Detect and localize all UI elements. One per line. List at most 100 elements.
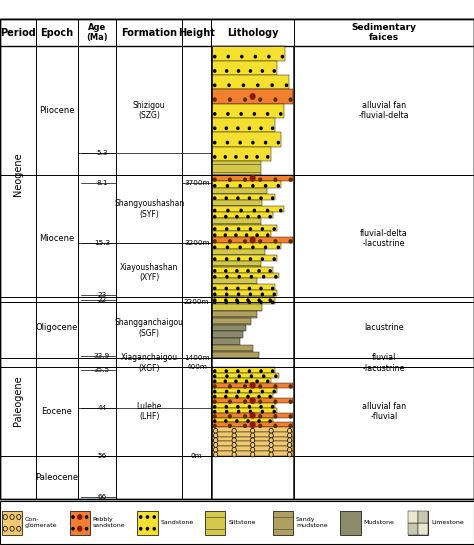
Circle shape — [250, 375, 253, 378]
Text: 35.5: 35.5 — [94, 367, 110, 373]
Bar — [212, 304, 263, 311]
Circle shape — [244, 415, 246, 418]
Circle shape — [214, 299, 216, 301]
Circle shape — [214, 410, 216, 413]
Text: 1400m: 1400m — [184, 355, 210, 361]
Bar — [212, 261, 261, 267]
Circle shape — [248, 405, 250, 408]
Bar — [212, 393, 273, 398]
Text: Period: Period — [0, 28, 36, 38]
Circle shape — [260, 127, 262, 130]
Circle shape — [225, 215, 227, 218]
Circle shape — [272, 405, 273, 408]
Circle shape — [226, 258, 228, 261]
Circle shape — [235, 380, 237, 383]
Circle shape — [285, 84, 288, 87]
Circle shape — [146, 528, 148, 530]
Circle shape — [260, 370, 262, 372]
Circle shape — [269, 420, 271, 422]
Circle shape — [237, 370, 239, 372]
Circle shape — [275, 276, 277, 278]
Circle shape — [240, 113, 242, 115]
Circle shape — [244, 178, 246, 181]
Circle shape — [289, 98, 292, 101]
Circle shape — [214, 113, 216, 115]
Text: Pebbly
sandstone: Pebbly sandstone — [93, 517, 126, 528]
Circle shape — [214, 258, 216, 261]
Circle shape — [10, 526, 14, 531]
Circle shape — [253, 209, 255, 211]
Circle shape — [267, 380, 269, 383]
Circle shape — [258, 215, 260, 218]
Bar — [212, 60, 277, 75]
Circle shape — [236, 396, 238, 398]
Circle shape — [226, 390, 228, 393]
Circle shape — [214, 375, 216, 378]
Circle shape — [272, 197, 273, 199]
Circle shape — [236, 270, 238, 272]
Circle shape — [226, 410, 228, 413]
Bar — [212, 175, 293, 181]
Circle shape — [225, 127, 228, 130]
Text: alluvial fan
-fluvial-delta: alluvial fan -fluvial-delta — [359, 101, 409, 120]
Circle shape — [287, 443, 292, 447]
Circle shape — [232, 443, 236, 447]
Circle shape — [226, 375, 228, 378]
Circle shape — [227, 141, 228, 144]
Bar — [212, 298, 275, 304]
Bar — [212, 352, 259, 359]
Circle shape — [244, 400, 246, 403]
Circle shape — [250, 438, 255, 443]
Circle shape — [289, 400, 292, 403]
Text: fluvial
-lacustrine: fluvial -lacustrine — [363, 353, 405, 373]
Bar — [212, 318, 251, 324]
Circle shape — [244, 240, 246, 243]
Circle shape — [242, 84, 245, 87]
Bar — [212, 378, 271, 383]
Circle shape — [260, 287, 262, 290]
Circle shape — [85, 516, 88, 518]
Circle shape — [259, 178, 262, 181]
Circle shape — [280, 209, 282, 211]
Bar — [212, 446, 293, 451]
Circle shape — [237, 258, 239, 261]
Circle shape — [264, 141, 267, 144]
Circle shape — [249, 390, 252, 393]
Circle shape — [228, 84, 230, 87]
Text: Oligocene: Oligocene — [36, 323, 78, 332]
Circle shape — [237, 405, 239, 408]
Text: Eocene: Eocene — [41, 407, 73, 416]
Circle shape — [236, 420, 238, 422]
Circle shape — [289, 425, 292, 427]
Circle shape — [257, 84, 259, 87]
Text: Lithology: Lithology — [227, 28, 278, 38]
Circle shape — [282, 56, 283, 58]
Bar — [212, 89, 293, 104]
Circle shape — [237, 197, 239, 199]
Circle shape — [273, 410, 275, 413]
Circle shape — [250, 276, 253, 278]
Circle shape — [246, 234, 247, 237]
Circle shape — [274, 425, 277, 427]
Circle shape — [72, 516, 74, 518]
Circle shape — [249, 70, 252, 72]
Circle shape — [261, 228, 264, 230]
Circle shape — [140, 516, 142, 518]
Text: 33.9: 33.9 — [94, 353, 110, 359]
Circle shape — [214, 380, 216, 383]
Circle shape — [239, 246, 241, 249]
Circle shape — [256, 380, 258, 383]
Circle shape — [214, 293, 216, 295]
Text: Sedimentary
faices: Sedimentary faices — [351, 23, 417, 43]
Bar — [212, 231, 271, 237]
Text: 56: 56 — [97, 453, 107, 459]
Text: Xiayoushashan
(XYF): Xiayoushashan (XYF) — [120, 263, 179, 282]
Circle shape — [235, 234, 237, 237]
Circle shape — [232, 447, 236, 452]
Circle shape — [249, 410, 252, 413]
Circle shape — [225, 270, 227, 272]
Circle shape — [241, 56, 243, 58]
Bar — [212, 132, 281, 147]
Circle shape — [247, 299, 249, 301]
Circle shape — [250, 452, 255, 457]
